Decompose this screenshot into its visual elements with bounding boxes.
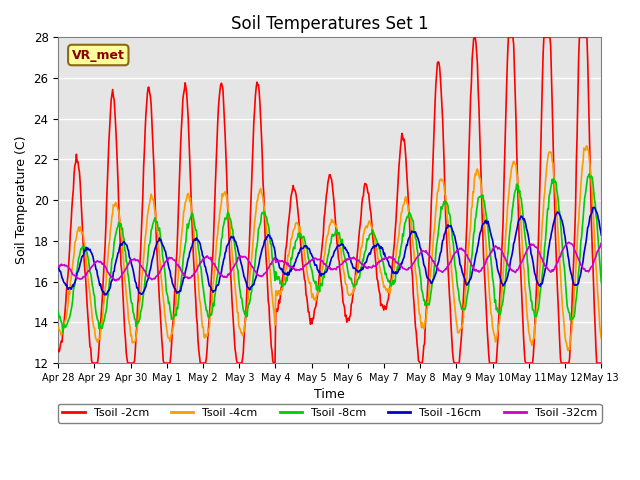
X-axis label: Time: Time <box>314 388 345 401</box>
Y-axis label: Soil Temperature (C): Soil Temperature (C) <box>15 136 28 264</box>
Legend: Tsoil -2cm, Tsoil -4cm, Tsoil -8cm, Tsoil -16cm, Tsoil -32cm: Tsoil -2cm, Tsoil -4cm, Tsoil -8cm, Tsoi… <box>58 404 602 422</box>
Title: Soil Temperatures Set 1: Soil Temperatures Set 1 <box>231 15 429 33</box>
Text: VR_met: VR_met <box>72 48 125 61</box>
